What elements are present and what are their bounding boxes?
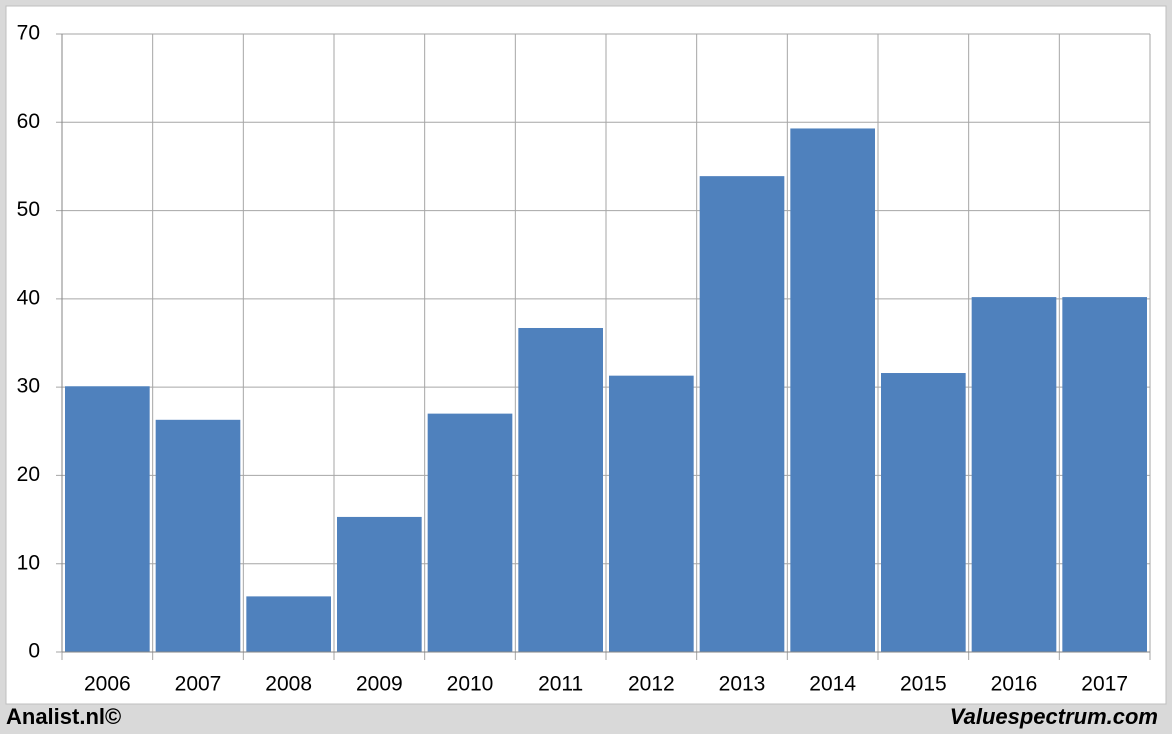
- bar: [246, 596, 331, 652]
- y-tick-label: 0: [28, 640, 40, 663]
- y-tick-label: 10: [17, 551, 40, 574]
- x-tick-label: 2006: [84, 673, 131, 696]
- bar: [1062, 297, 1147, 652]
- bar: [518, 327, 603, 652]
- x-tick-label: 2015: [900, 673, 947, 696]
- y-tick-label: 20: [17, 463, 40, 486]
- footer-left: Analist.nl©: [6, 704, 121, 729]
- bar: [790, 128, 875, 653]
- bar: [609, 375, 694, 652]
- y-tick-label: 50: [17, 198, 40, 221]
- bar: [155, 419, 241, 652]
- bar: [337, 516, 422, 652]
- x-tick-label: 2012: [628, 673, 675, 696]
- x-tick-label: 2016: [991, 673, 1038, 696]
- x-tick-label: 2011: [538, 673, 583, 696]
- x-tick-label: 2009: [356, 673, 403, 696]
- y-tick-label: 60: [17, 110, 40, 133]
- bar: [427, 413, 513, 652]
- y-tick-label: 40: [17, 286, 40, 309]
- bar: [971, 297, 1057, 652]
- footer-right: Valuespectrum.com: [950, 704, 1158, 729]
- x-tick-label: 2007: [175, 673, 222, 696]
- x-tick-label: 2010: [447, 673, 494, 696]
- y-tick-label: 70: [17, 22, 40, 45]
- y-tick-label: 30: [17, 375, 40, 398]
- x-tick-label: 2014: [809, 673, 856, 696]
- x-tick-label: 2013: [719, 673, 766, 696]
- x-tick-label: 2008: [265, 673, 312, 696]
- x-tick-label: 2017: [1081, 673, 1128, 696]
- bar: [699, 176, 785, 652]
- bar: [881, 373, 966, 652]
- bar: [65, 386, 150, 652]
